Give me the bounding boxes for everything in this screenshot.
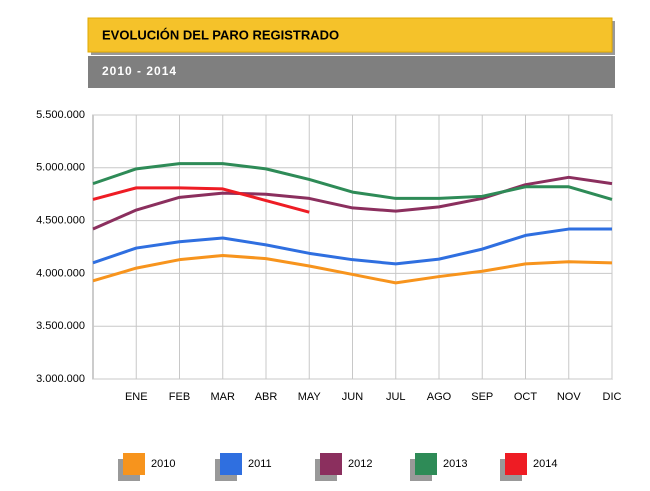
legend-label: 2012 [348,458,372,470]
x-tick-label: SEP [471,391,493,403]
y-tick-label: 5.000.000 [36,162,85,174]
subtitle-bar [88,56,615,88]
legend-label: 2013 [443,458,467,470]
legend-swatch [415,453,437,475]
legend-label: 2010 [151,458,175,470]
x-tick-label: FEB [169,391,190,403]
y-tick-label: 3.000.000 [36,373,85,385]
title-bar [87,17,613,53]
x-tick-label: DIC [603,391,622,403]
y-tick-label: 4.000.000 [36,267,85,279]
x-tick-label: AGO [427,391,452,403]
x-tick-label: MAY [298,391,322,403]
chart-subtitle: 2010 - 2014 [102,64,177,78]
y-tick-label: 5.500.000 [36,109,85,121]
legend-label: 2011 [248,458,272,470]
series-line [92,175,613,231]
x-tick-label: ABR [255,391,278,403]
x-tick-label: NOV [557,391,582,403]
chart-title: EVOLUCIÓN DEL PARO REGISTRADO [102,27,339,42]
series-line [92,186,310,214]
legend-label: 2014 [533,458,557,470]
series-line [92,253,613,285]
series-line [92,162,613,201]
x-tick-label: MAR [211,391,236,403]
series-line [92,227,612,266]
x-tick-label: JUL [386,391,406,403]
x-tick-label: OCT [514,391,538,403]
y-tick-label: 3.500.000 [36,320,85,332]
legend-swatch [123,453,145,475]
legend-swatch [505,453,527,475]
y-tick-label: 4.500.000 [36,215,85,227]
x-tick-label: ENE [125,391,148,403]
x-tick-label: JUN [342,391,363,403]
legend-swatch [320,453,342,475]
legend-swatch [220,453,242,475]
